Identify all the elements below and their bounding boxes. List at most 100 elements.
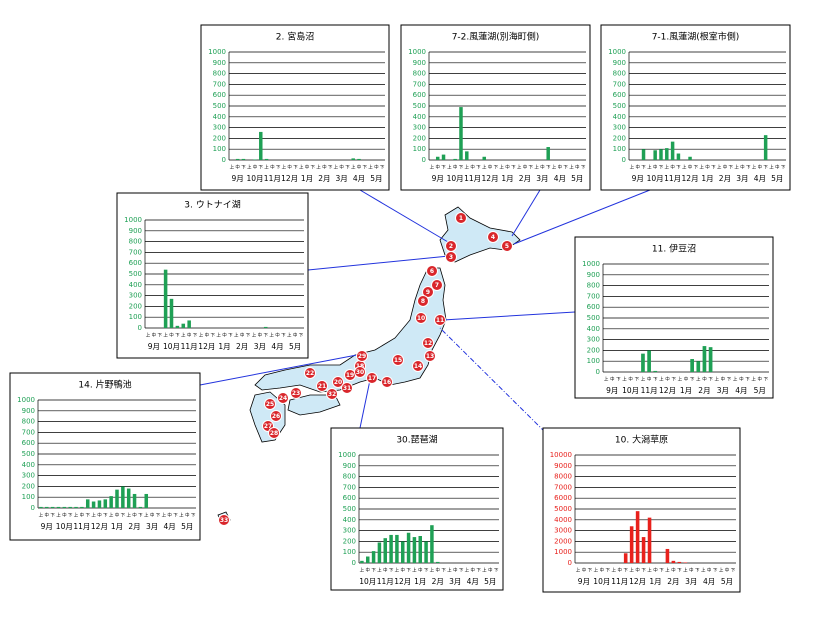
y-tick-label: 800 [343, 473, 356, 481]
x-tick-label: 上 [377, 567, 382, 574]
chart-title: 3. ウトナイ湖 [184, 200, 240, 211]
month-label: 12月 [91, 522, 108, 531]
month-label: 9月 [432, 174, 444, 183]
y-tick-label: 800 [22, 418, 35, 426]
month-label: 10月 [622, 386, 639, 395]
x-tick-label: 中 [305, 164, 310, 171]
y-tick-label: 8000 [554, 473, 572, 481]
x-tick-label: 下 [371, 568, 376, 574]
bar [690, 359, 694, 372]
site-marker-label: 30 [356, 369, 364, 376]
y-tick-label: 600 [129, 259, 142, 267]
month-label: 5月 [181, 522, 193, 531]
x-tick-label: 上 [39, 512, 44, 519]
x-tick-label: 下 [157, 333, 162, 339]
chart-title: 7-2.風蓮湖(別海町側) [452, 31, 540, 43]
y-tick-label: 600 [613, 91, 626, 99]
site-marker-label: 29 [358, 353, 366, 360]
x-tick-label: 中 [80, 512, 85, 519]
x-tick-label: 下 [50, 513, 55, 519]
y-tick-label: 400 [22, 461, 35, 469]
x-tick-label: 上 [199, 332, 204, 339]
x-tick-label: 上 [146, 332, 151, 339]
y-tick-label: 400 [129, 281, 142, 289]
x-tick-label: 中 [671, 567, 676, 574]
site-marker [487, 231, 499, 243]
month-label: 4月 [467, 577, 479, 586]
chart-title: 10. 大潟草原 [615, 434, 668, 446]
month-label: 10月 [647, 174, 664, 183]
x-tick-label: 下 [635, 377, 640, 383]
site-marker [354, 366, 366, 378]
chart: 10. 大潟草原 0 1000 2000 3000 4000 5000 6000 7000 800… [542, 427, 741, 593]
bar [62, 506, 67, 508]
x-tick-label: 下 [476, 568, 481, 574]
bar [181, 323, 186, 328]
bar [435, 156, 440, 160]
bar [635, 511, 640, 563]
x-tick-label: 下 [68, 513, 73, 519]
bar [264, 158, 269, 160]
x-tick-label: 下 [494, 165, 499, 171]
month-label: 12月 [629, 577, 646, 586]
bar [665, 148, 669, 160]
y-tick-label: 500 [129, 270, 142, 278]
bar [412, 537, 417, 563]
y-tick-label: 1000 [17, 396, 35, 404]
chart: 3. ウトナイ湖 0 100 200 300 400 500 600 700 800 900 1000… [116, 192, 309, 359]
x-tick-label: 下 [745, 377, 750, 383]
x-tick-label: 中 [653, 164, 658, 171]
x-tick-label: 中 [600, 567, 605, 574]
x-tick-label: 下 [241, 165, 246, 171]
bar [383, 538, 387, 563]
y-tick-label: 800 [413, 70, 426, 78]
site-marker-label: 5 [505, 243, 509, 250]
x-tick-label: 中 [152, 332, 157, 339]
y-tick-label: 700 [22, 428, 35, 436]
x-tick-label: 中 [185, 512, 190, 519]
month-label: 4月 [735, 386, 747, 395]
x-tick-label: 中 [488, 164, 493, 171]
bar [163, 269, 168, 328]
month-label: 3月 [254, 342, 266, 351]
month-label: 3月 [685, 577, 697, 586]
x-tick-label: 下 [746, 165, 751, 171]
x-tick-label: 下 [641, 165, 646, 171]
x-tick-label: 中 [275, 332, 280, 339]
x-tick-label: 上 [769, 164, 774, 171]
x-tick-label: 上 [678, 376, 683, 383]
site-marker-label: 28 [270, 430, 278, 437]
site-marker [270, 410, 282, 422]
x-tick-label: 上 [629, 567, 634, 574]
site-marker-label: 13 [426, 353, 434, 360]
month-label: 10月 [246, 174, 263, 183]
x-tick-label: 下 [763, 165, 768, 171]
y-tick-label: 100 [22, 493, 35, 501]
x-tick-label: 上 [683, 567, 688, 574]
x-tick-label: 上 [74, 512, 79, 519]
y-tick-label: 0 [222, 156, 226, 164]
bar [169, 298, 174, 328]
bar [39, 506, 43, 508]
y-tick-label: 100 [213, 145, 226, 153]
x-tick-label: 下 [259, 165, 264, 171]
month-label: 11月 [264, 174, 281, 183]
month-label: 11月 [73, 522, 90, 531]
site-marker-label: 15 [394, 357, 402, 364]
x-tick-label: 下 [588, 568, 593, 574]
y-tick-label: 10000 [550, 451, 572, 459]
site-marker-label: 9 [426, 289, 430, 296]
x-tick-label: 中 [187, 332, 192, 339]
y-tick-label: 500 [22, 450, 35, 458]
bar [263, 326, 268, 328]
site-marker [392, 354, 404, 366]
x-tick-label: 上 [682, 164, 687, 171]
x-tick-label: 上 [665, 567, 670, 574]
x-tick-label: 中 [418, 567, 423, 574]
x-tick-label: 上 [552, 164, 557, 171]
x-tick-label: 中 [115, 512, 120, 519]
site-marker-label: 25 [266, 401, 274, 408]
chart-frame [574, 236, 774, 399]
bar [418, 536, 422, 563]
x-tick-label: 上 [482, 164, 487, 171]
